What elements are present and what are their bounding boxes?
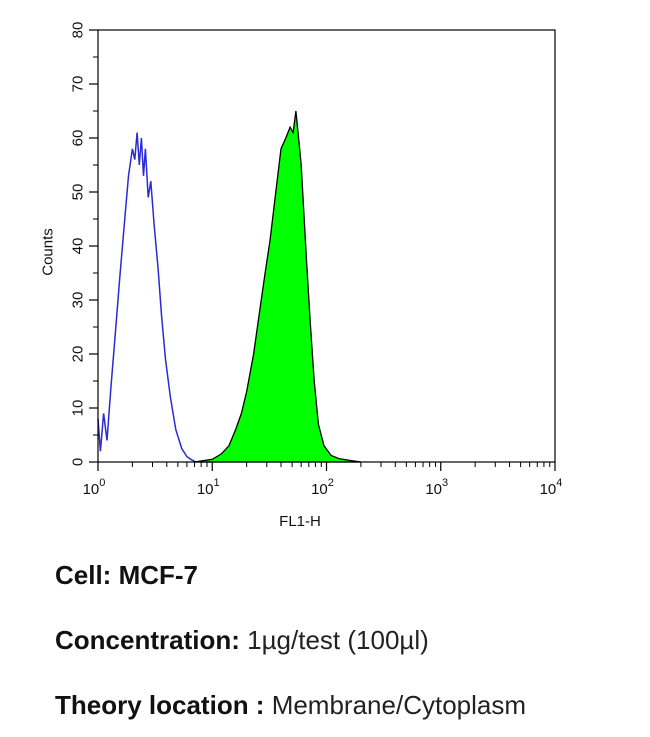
y-tick-label: 80 xyxy=(70,22,87,39)
concentration-value: 1µg/test (100µl) xyxy=(239,625,429,655)
y-tick-label: 50 xyxy=(70,184,87,201)
series-0-outline-histogram xyxy=(97,132,197,463)
x-tick-label: 101 xyxy=(197,477,220,498)
caption-cell: Cell: MCF-7 xyxy=(55,560,198,591)
x-tick-label: 102 xyxy=(311,477,334,498)
location-label: Theory location : xyxy=(55,690,265,720)
y-tick-label: 40 xyxy=(70,238,87,255)
series-layer xyxy=(97,110,361,463)
y-tick-label: 70 xyxy=(70,76,87,93)
location-value: Membrane/Cytoplasm xyxy=(264,690,527,720)
y-axis: 0 10 20 30 40 50 60 70 80 xyxy=(70,22,98,466)
y-tick-label: 60 xyxy=(70,130,87,147)
x-axis: 100 101 102 103 104 xyxy=(83,462,563,498)
x-tick-label: 104 xyxy=(540,477,563,498)
caption-concentration: Concentration: 1µg/test (100µl) xyxy=(55,625,429,656)
y-tick-label: 20 xyxy=(70,346,87,363)
caption-location: Theory location : Membrane/Cytoplasm xyxy=(55,690,526,721)
series-1-filled-histogram xyxy=(194,110,361,463)
x-axis-title: FL1-H xyxy=(279,513,321,530)
plot-frame xyxy=(97,29,556,463)
cell-value: MCF-7 xyxy=(111,560,199,590)
x-tick-label: 100 xyxy=(83,477,106,498)
y-tick-label: 10 xyxy=(70,400,87,417)
y-tick-label: 30 xyxy=(70,292,87,309)
x-tick-label: 103 xyxy=(425,477,448,498)
y-tick-label: 0 xyxy=(70,458,87,466)
concentration-label: Concentration: xyxy=(55,625,240,655)
cell-label: Cell: xyxy=(55,560,112,590)
y-axis-title: Counts xyxy=(40,228,57,276)
